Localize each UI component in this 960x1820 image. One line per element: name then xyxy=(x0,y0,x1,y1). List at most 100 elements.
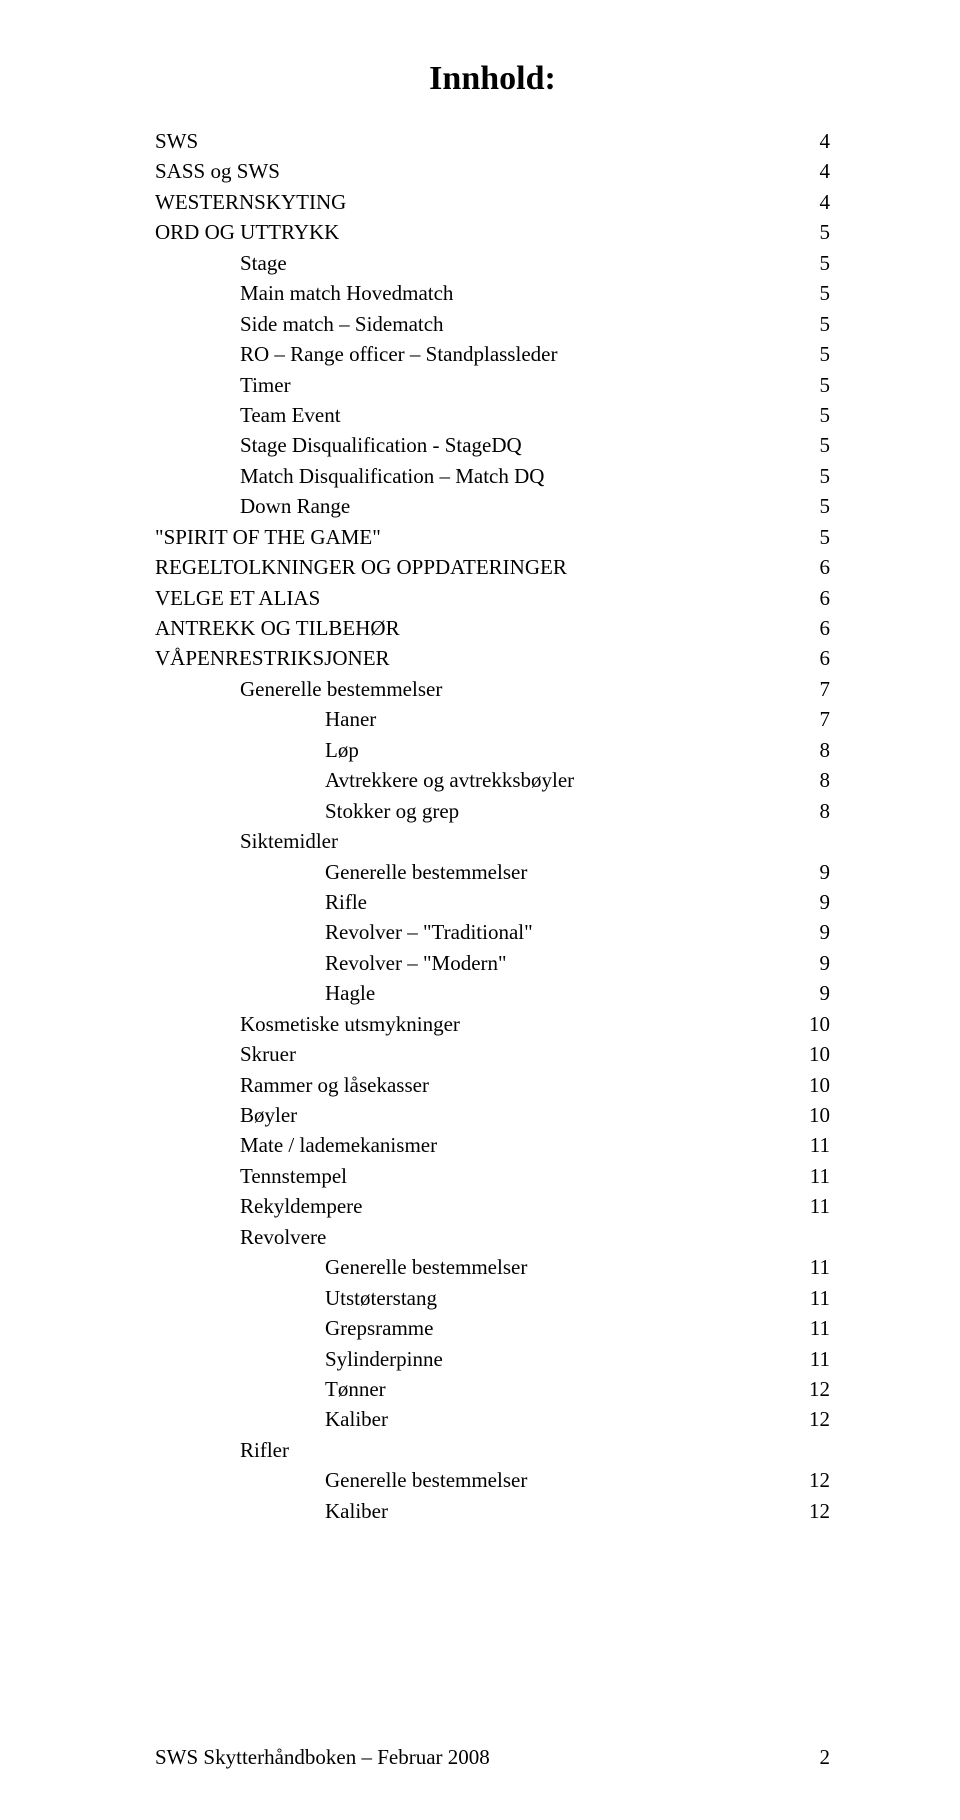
toc-page-number: 9 xyxy=(800,917,831,947)
toc-page-number: 10 xyxy=(789,1039,830,1069)
toc-page-number: 12 xyxy=(789,1465,830,1495)
toc-page-number: 11 xyxy=(790,1252,830,1282)
toc-label: Kaliber xyxy=(155,1404,388,1434)
toc-label: Tønner xyxy=(155,1374,386,1404)
toc-page-number: 11 xyxy=(790,1313,830,1343)
toc-row: Generelle bestemmelser 11 xyxy=(155,1252,830,1282)
toc-row: Stokker og grep 8 xyxy=(155,796,830,826)
toc-page-number: 5 xyxy=(800,278,831,308)
toc-label: ORD OG UTTRYKK xyxy=(155,217,339,247)
toc-page-number xyxy=(810,1222,830,1252)
toc-page-number: 6 xyxy=(800,583,831,613)
toc-page-number: 12 xyxy=(789,1496,830,1526)
toc-page-number: 9 xyxy=(800,978,831,1008)
toc-label: "SPIRIT OF THE GAME" xyxy=(155,522,381,552)
page-title: Innhold: xyxy=(155,60,830,98)
toc-label: WESTERNSKYTING xyxy=(155,187,346,217)
toc-label: SWS xyxy=(155,126,198,156)
toc-page-number: 5 xyxy=(800,430,831,460)
toc-page-number: 5 xyxy=(800,217,831,247)
toc-row: Rifle 9 xyxy=(155,887,830,917)
toc-label: Down Range xyxy=(155,491,350,521)
toc-label: Hagle xyxy=(155,978,375,1008)
toc-page-number: 9 xyxy=(800,887,831,917)
toc-row: ANTREKK OG TILBEHØR 6 xyxy=(155,613,830,643)
toc-label: Rifle xyxy=(155,887,367,917)
toc-label: REGELTOLKNINGER OG OPPDATERINGER xyxy=(155,552,567,582)
toc-row: Tennstempel11 xyxy=(155,1161,830,1191)
toc-row: Skruer 10 xyxy=(155,1039,830,1069)
toc-page-number: 9 xyxy=(800,948,831,978)
toc-page-number: 6 xyxy=(800,613,831,643)
toc-label: Siktemidler xyxy=(155,826,338,856)
toc-label: Kosmetiske utsmykninger xyxy=(155,1009,460,1039)
toc-label: Skruer xyxy=(155,1039,296,1069)
toc-label: Rekyldempere xyxy=(155,1191,362,1221)
toc-page-number: 5 xyxy=(800,370,831,400)
toc-page-number: 5 xyxy=(800,400,831,430)
toc-page-number: 11 xyxy=(790,1191,830,1221)
toc-row: RO – Range officer – Standplassleder 5 xyxy=(155,339,830,369)
toc-row: REGELTOLKNINGER OG OPPDATERINGER6 xyxy=(155,552,830,582)
toc-page-number: 4 xyxy=(800,187,831,217)
toc-row: ORD OG UTTRYKK 5 xyxy=(155,217,830,247)
toc-label: Revolver – "Modern" xyxy=(155,948,507,978)
toc-page-number: 11 xyxy=(790,1344,830,1374)
toc-label: VÅPENRESTRIKSJONER xyxy=(155,643,390,673)
toc-label: Avtrekkere og avtrekksbøyler xyxy=(155,765,574,795)
toc-label: Sylinderpinne xyxy=(155,1344,443,1374)
toc-label: Generelle bestemmelser xyxy=(155,674,442,704)
toc-row: Team Event5 xyxy=(155,400,830,430)
toc-row: Down Range 5 xyxy=(155,491,830,521)
toc-page-number: 12 xyxy=(789,1404,830,1434)
toc-label: Main match Hovedmatch xyxy=(155,278,453,308)
toc-row: Kaliber12 xyxy=(155,1496,830,1526)
toc-page-number: 6 xyxy=(800,643,831,673)
toc-row: Rifler xyxy=(155,1435,830,1465)
toc-row: Revolver – "Modern" 9 xyxy=(155,948,830,978)
toc-label: Match Disqualification – Match DQ xyxy=(155,461,544,491)
toc-label: RO – Range officer – Standplassleder xyxy=(155,339,557,369)
toc-page-number: 4 xyxy=(800,126,831,156)
toc-label: Generelle bestemmelser xyxy=(155,1465,527,1495)
toc-row: Mate / lademekanismer11 xyxy=(155,1130,830,1160)
toc-page-number: 8 xyxy=(800,796,831,826)
toc-row: Hagle 9 xyxy=(155,978,830,1008)
page-footer: SWS Skytterhåndboken – Februar 2008 2 xyxy=(155,1745,830,1770)
toc-page-number xyxy=(810,1435,830,1465)
toc-page-number: 11 xyxy=(790,1161,830,1191)
toc-row: Generelle bestemmelser7 xyxy=(155,674,830,704)
toc-row: Side match – Sidematch5 xyxy=(155,309,830,339)
toc-page-number: 5 xyxy=(800,339,831,369)
toc-label: Rammer og låsekasser xyxy=(155,1070,429,1100)
toc-row: "SPIRIT OF THE GAME"5 xyxy=(155,522,830,552)
toc-label: Haner xyxy=(155,704,376,734)
toc-label: Stage Disqualification - StageDQ xyxy=(155,430,522,460)
toc-row: Grepsramme11 xyxy=(155,1313,830,1343)
toc-page-number: 10 xyxy=(789,1070,830,1100)
toc-label: Stokker og grep xyxy=(155,796,459,826)
toc-page-number: 8 xyxy=(800,735,831,765)
toc-row: VÅPENRESTRIKSJONER 6 xyxy=(155,643,830,673)
table-of-contents: SWS4SASS og SWS4WESTERNSKYTING4ORD OG UT… xyxy=(155,126,830,1526)
toc-row: Rekyldempere 11 xyxy=(155,1191,830,1221)
toc-page-number: 5 xyxy=(800,491,831,521)
toc-label: ANTREKK OG TILBEHØR xyxy=(155,613,400,643)
toc-label: VELGE ET ALIAS xyxy=(155,583,320,613)
toc-row: Stage Disqualification - StageDQ 5 xyxy=(155,430,830,460)
toc-row: VELGE ET ALIAS 6 xyxy=(155,583,830,613)
toc-label: Mate / lademekanismer xyxy=(155,1130,437,1160)
toc-label: Rifler xyxy=(155,1435,289,1465)
toc-row: Revolver – "Traditional"9 xyxy=(155,917,830,947)
toc-label: Løp xyxy=(155,735,359,765)
toc-row: Utstøterstang 11 xyxy=(155,1283,830,1313)
toc-label: Generelle bestemmelser xyxy=(155,1252,527,1282)
toc-label: Utstøterstang xyxy=(155,1283,437,1313)
toc-label: Generelle bestemmelser xyxy=(155,857,527,887)
toc-page-number: 5 xyxy=(800,309,831,339)
toc-page-number: 10 xyxy=(789,1009,830,1039)
toc-row: Timer5 xyxy=(155,370,830,400)
toc-page-number: 11 xyxy=(790,1283,830,1313)
toc-row: Avtrekkere og avtrekksbøyler8 xyxy=(155,765,830,795)
toc-row: Sylinderpinne 11 xyxy=(155,1344,830,1374)
